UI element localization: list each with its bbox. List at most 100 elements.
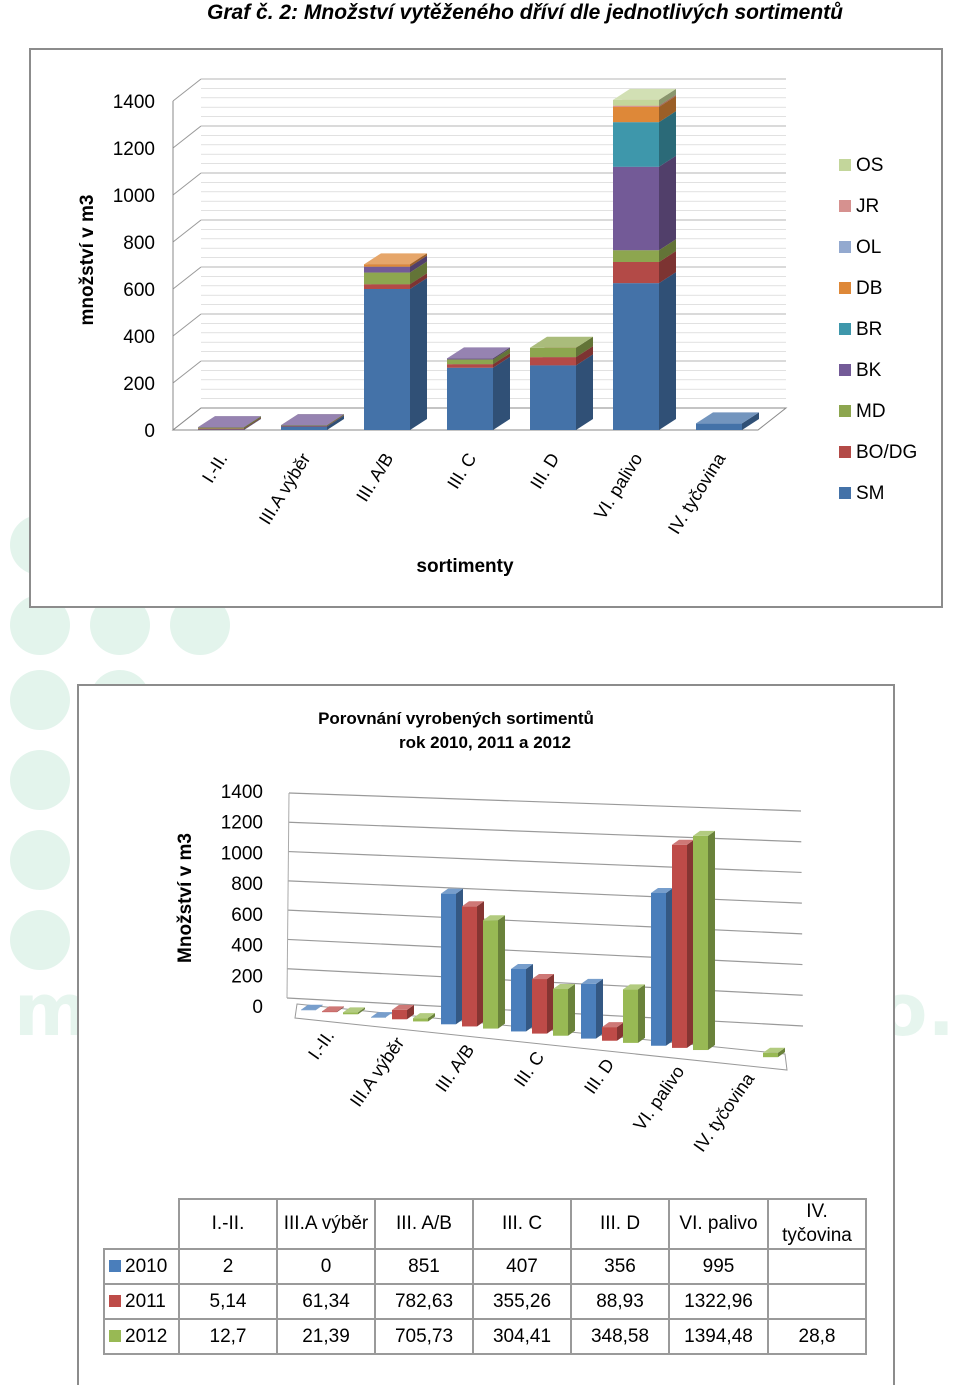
bar-2010-front: [301, 1009, 316, 1011]
bar-2012-front: [343, 1012, 358, 1015]
bar-2010-top: [301, 1004, 323, 1010]
bar-2011-front: [322, 1011, 337, 1013]
legend-label: BR: [856, 319, 882, 340]
table-cell: 88,93: [570, 1283, 670, 1320]
bar-segment-db-side: [410, 253, 427, 267]
bar-2012-side: [638, 984, 645, 1043]
bar-2012: [623, 984, 645, 1043]
gridline-depth: [172, 78, 202, 102]
bar-segment-bo-dg-front: [530, 357, 576, 366]
table-cell: [767, 1248, 867, 1285]
bar-segment-sm-top: [696, 412, 759, 424]
bar-segment-bo-dg-side: [576, 346, 593, 366]
bar-segment-bk-top: [447, 347, 510, 359]
table-header-cell: III.A výběr: [276, 1198, 376, 1250]
bar-2010-front: [511, 968, 526, 1032]
bar-2011-front: [392, 1009, 407, 1020]
bar-2012: [343, 1007, 365, 1015]
table-header-cell: IV. tyčovina: [767, 1198, 867, 1250]
bar-2010: [371, 1012, 393, 1018]
bar-segment-db-front: [613, 106, 659, 123]
bar-2012-front: [623, 989, 638, 1043]
y-tick-label: 600: [123, 280, 155, 301]
bar-2012-front: [763, 1052, 778, 1058]
bar-segment-bo-dg-front: [447, 364, 493, 368]
bar-segment-bo-dg-front: [613, 261, 659, 284]
bar-2010-top: [651, 887, 673, 893]
comparison-bar-chart: Porovnání vyrobených sortimentů rok 2010,…: [175, 709, 804, 1156]
x-axis-label: sortimenty: [416, 556, 514, 577]
bar-2010-front: [581, 983, 596, 1039]
table-row: 2012 12,7 21,39 705,73 304,41 348,58 139…: [103, 1318, 867, 1355]
legend-label: BO/DG: [856, 442, 917, 463]
y-tick-label: 400: [231, 936, 263, 957]
table-corner: [104, 1199, 179, 1249]
table-cell: 851: [374, 1248, 474, 1285]
legend-swatch: [109, 1294, 121, 1307]
bar-2012: [693, 830, 715, 1051]
x-tick-label: I.-II.: [304, 1026, 338, 1063]
bar-2010: [301, 1004, 323, 1011]
watermark-dot: [10, 830, 70, 890]
bar-segment-br-side: [659, 111, 676, 167]
watermark-dot: [10, 750, 70, 810]
bar-segment-md-front: [447, 359, 493, 365]
legend-label: JR: [856, 196, 879, 217]
bar-segment-sm: [613, 272, 676, 430]
legend-swatch: [839, 364, 851, 376]
x-tick-label: III. D: [526, 450, 563, 493]
bar-segment-md-front: [364, 272, 410, 285]
bar-segment-bo-dg-side: [493, 353, 510, 368]
x-tick-label: III. C: [510, 1048, 548, 1091]
legend-label: MD: [856, 401, 886, 422]
bar-segment-bk-top: [281, 414, 344, 426]
y-tick-label: 200: [231, 966, 263, 987]
row-label-text: 2012: [125, 1325, 168, 1347]
bar-segment-bk: [613, 155, 676, 251]
bar-segment-bk-front: [281, 425, 327, 426]
bar-segment-sm-side: [493, 356, 510, 430]
legend-label: OS: [856, 155, 883, 176]
bar-segment-bk-top: [198, 416, 261, 428]
bar-2011-side: [547, 974, 554, 1034]
bar-2010-top: [581, 978, 603, 984]
legend-swatch: [839, 282, 851, 294]
table-cell: 1322,96: [668, 1283, 769, 1320]
bar-segment-os-top: [613, 88, 676, 100]
y-tick-label: 0: [252, 997, 263, 1018]
bar-segment-bo-dg-side: [410, 273, 427, 289]
bar-segment-sm: [447, 356, 510, 430]
legend-label: SM: [856, 483, 885, 504]
table-cell: 407: [472, 1248, 572, 1285]
bar-2012: [413, 1013, 435, 1022]
table-row: 2011 5,14 61,34 782,63 355,26 88,93 1322…: [103, 1283, 867, 1320]
y-tick-label: 600: [231, 905, 263, 926]
chart-subtitle: rok 2010, 2011 a 2012: [399, 733, 571, 752]
gridline: [288, 821, 802, 843]
x-tick-label: IV. tyčovina: [689, 1068, 758, 1155]
table-header-cell: III. D: [570, 1198, 670, 1250]
bar-segment-bk: [281, 414, 344, 426]
stacked-bar-chart: 0 200 400 600 800 1000 1200 1400 I.-II. III.A výb…: [77, 78, 917, 577]
bar-segment-db-top: [364, 253, 427, 265]
y-tick-label: 1200: [221, 813, 263, 834]
bar-segment-md: [530, 336, 593, 358]
gridline: [287, 909, 803, 935]
y-tick-label: 1400: [113, 92, 155, 113]
bar-2010-front: [371, 1017, 386, 1018]
gridline-depth: [172, 219, 202, 243]
bar-2010-side: [596, 978, 603, 1039]
bar-segment-bk-side: [659, 155, 676, 251]
table-row: 2010 2 0 851 407 356 995: [103, 1248, 867, 1285]
x-tick-label: III. C: [443, 450, 480, 493]
legend-swatch: [839, 200, 851, 212]
bar-2012-top: [483, 915, 505, 921]
bar-2010-top: [371, 1012, 393, 1018]
bar-segment-bk: [198, 416, 261, 428]
bar-segment-md-side: [493, 348, 510, 365]
bar-2012-top: [343, 1007, 365, 1013]
bar-segment-sm-front: [613, 283, 659, 430]
bar-2012-front: [553, 988, 568, 1036]
gridline: [288, 792, 802, 812]
comparison-bar-chart-panel: Porovnání vyrobených sortimentů rok 2010,…: [77, 684, 895, 1385]
